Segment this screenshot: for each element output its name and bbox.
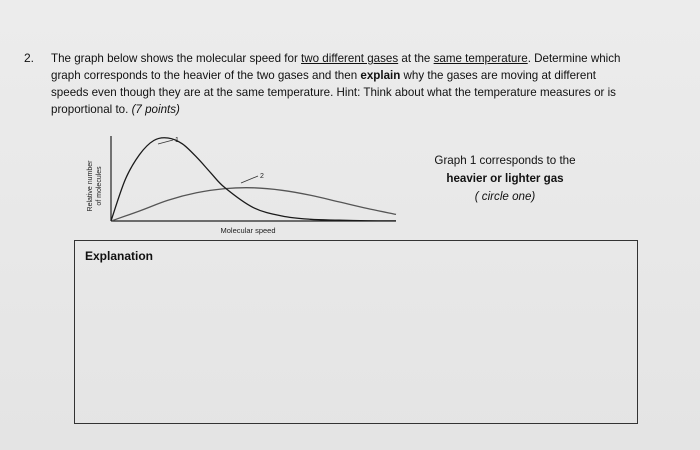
x-axis-label: Molecular speed — [220, 226, 275, 235]
question-number: 2. — [24, 51, 35, 65]
points-note: (7 points) — [131, 103, 180, 116]
curve-2-label: 2 — [260, 173, 264, 180]
bold-explain: explain — [360, 69, 401, 82]
question-text: The graph below shows the molecular spee… — [51, 50, 671, 118]
question-line-2: graph corresponds to the heavier of the … — [51, 69, 597, 82]
question-line-4: proportional to. (7 points) — [51, 103, 180, 116]
explanation-label: Explanation — [85, 249, 154, 263]
answer-prompt: Graph 1 corresponds to the heavier or li… — [420, 152, 590, 206]
circle-one-note: ( circle one) — [474, 190, 536, 203]
question-line-3: speeds even though they are at the same … — [51, 86, 616, 99]
curve-gas-1 — [110, 137, 397, 222]
curve-2-leader — [240, 175, 259, 184]
curve-gas-2 — [110, 187, 397, 222]
underline-two-different-gases: two different gases — [301, 52, 399, 65]
question-line-1: The graph below shows the molecular spee… — [51, 52, 621, 65]
explanation-box[interactable]: Explanation — [74, 240, 638, 424]
underline-same-temperature: same temperature — [433, 52, 528, 65]
speed-distribution-graph: Relative number of molecules 1 2 Molecul… — [87, 136, 397, 235]
heavier-or-lighter-choice[interactable]: heavier or lighter gas — [446, 172, 564, 185]
curve-1-leader — [157, 139, 174, 145]
y-axis-label-line-1: Relative number — [87, 160, 94, 212]
curve-1-label: 1 — [175, 137, 179, 144]
y-axis-label-line-2: of molecules — [96, 166, 103, 206]
answer-line-1: Graph 1 corresponds to the — [434, 154, 576, 167]
